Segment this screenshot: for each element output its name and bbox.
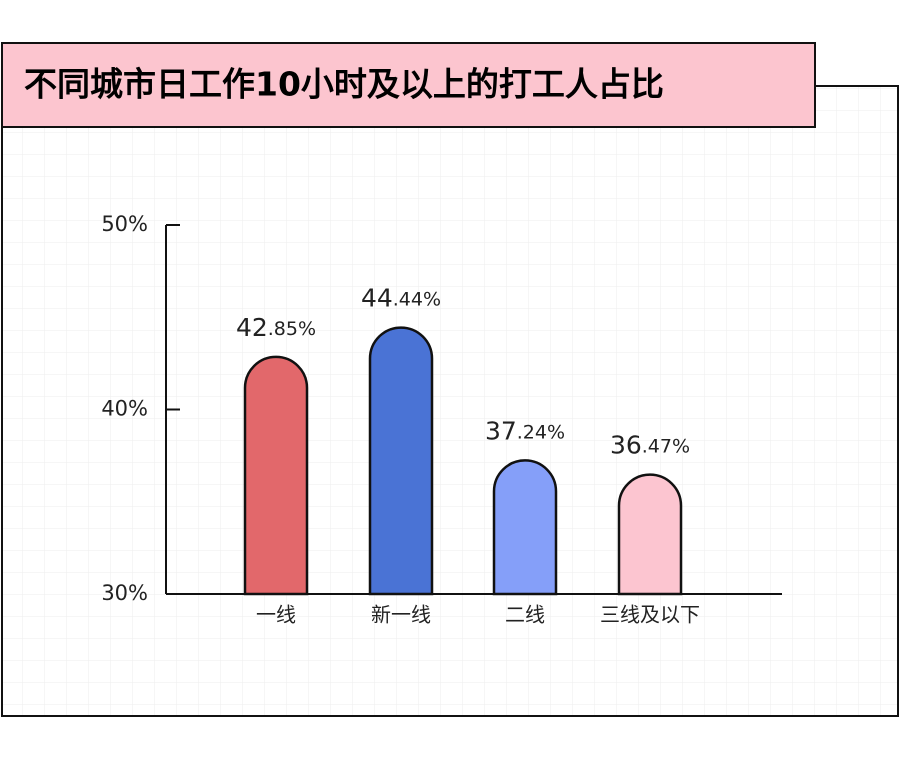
- y-tick-label: 30%: [101, 581, 148, 605]
- value-label: 37.24%: [485, 416, 565, 445]
- x-tick-label: 新一线: [371, 603, 431, 627]
- x-tick-label: 二线: [505, 603, 545, 627]
- bar: [243, 355, 309, 596]
- chart-title: 不同城市日工作10小时及以上的打工人占比: [24, 65, 664, 104]
- value-label: 44.44%: [361, 284, 441, 313]
- value-label: 36.47%: [610, 431, 690, 460]
- x-tick-label: 三线及以下: [600, 603, 700, 627]
- bar: [492, 459, 558, 596]
- y-tick-label: 40%: [101, 397, 148, 421]
- bar: [368, 326, 434, 596]
- plot: 30% 40% 50% 一线 42.85% 新一线 44.44% 二线 37.24% 三线及以下 3…: [101, 212, 782, 627]
- bar: [617, 473, 683, 596]
- title-box: [1, 42, 816, 128]
- frame: [1, 85, 899, 717]
- y-tick-label: 50%: [101, 212, 148, 236]
- x-tick-label: 一线: [256, 603, 296, 627]
- value-label: 42.85%: [236, 313, 316, 342]
